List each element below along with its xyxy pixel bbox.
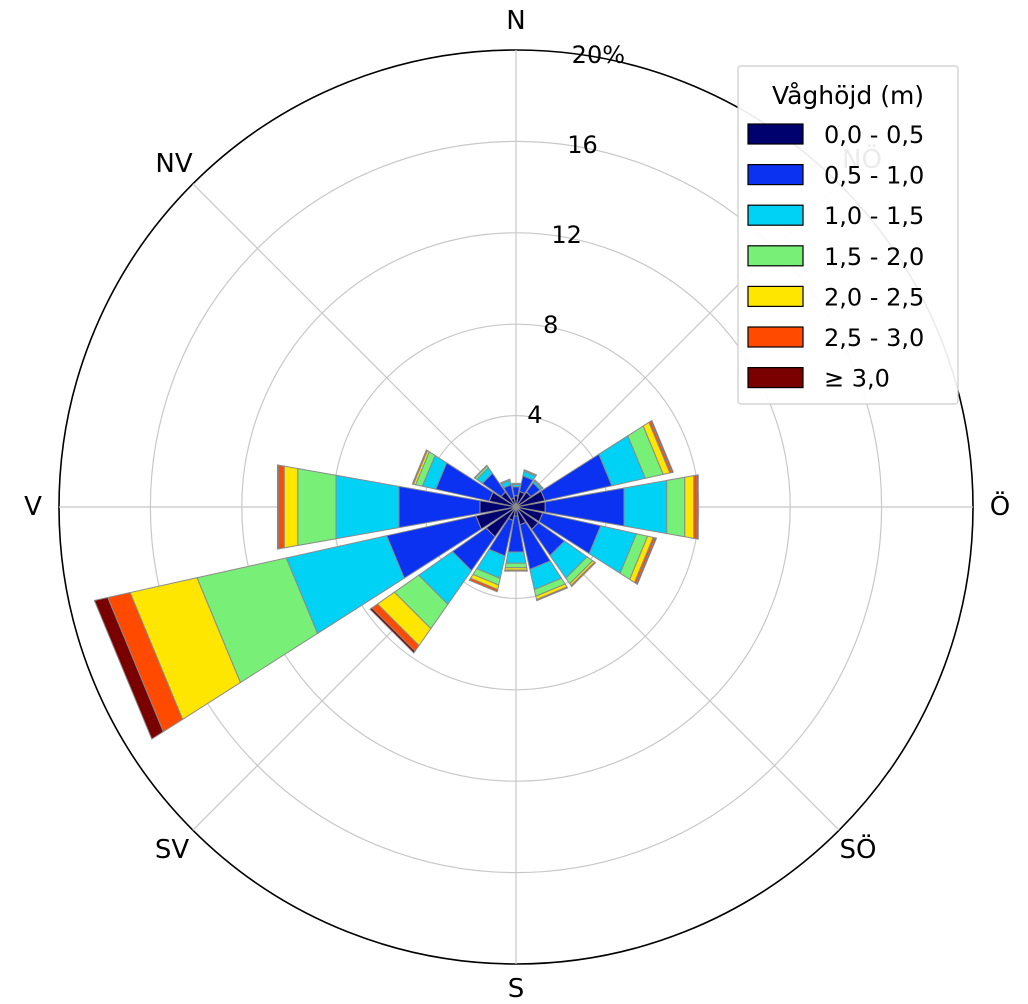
legend-label: ≥ 3,0 (824, 365, 890, 393)
radial-tick-label: 20% (572, 41, 625, 69)
rose-bar-segment (473, 464, 488, 479)
legend-swatch (747, 204, 804, 226)
radial-tick-label: 8 (543, 311, 558, 339)
rose-bar-segment (335, 474, 400, 540)
rose-bar-segment (504, 569, 528, 572)
rose-bar-segment (650, 419, 674, 473)
rose-bar-segment (504, 562, 528, 569)
direction-label-o: Ö (990, 490, 1010, 522)
rose-bar-segment (468, 577, 499, 593)
radial-tick-labels: 4 8 12 16 20% (527, 41, 625, 429)
rose-bar-segment (278, 464, 285, 550)
legend-label: 1,5 - 2,0 (824, 243, 924, 271)
rose-bar-segment (623, 479, 668, 535)
rose-bar-segment (696, 474, 699, 540)
legend-swatch (747, 245, 804, 267)
rose-bar-segment (666, 476, 686, 538)
radial-tick-label: 16 (567, 131, 598, 159)
rose-bar-segment (297, 467, 337, 547)
direction-label-nv: NV (155, 149, 192, 179)
rose-bar-segment (369, 607, 416, 654)
legend-title: Våghöjd (m) (772, 81, 924, 110)
rose-bar-segment (570, 561, 597, 588)
rose-bar-segment (505, 551, 527, 564)
rose-bar-segment (533, 479, 544, 490)
rose-bar-segment (535, 586, 569, 602)
legend-swatch (747, 123, 804, 145)
legend-swatch (747, 367, 804, 389)
rose-bar-segment (283, 465, 299, 549)
direction-label-s: S (508, 974, 525, 1004)
rose-bar-segment (511, 482, 521, 485)
legend-swatch (747, 285, 804, 307)
rose-bar-segment (276, 464, 280, 550)
rose-bar-segment (499, 478, 511, 485)
legend-label: 2,5 - 3,0 (824, 324, 924, 352)
direction-label-so: SÖ (840, 833, 877, 865)
legend: Våghöjd (m) 0,0 - 0,5 0,5 - 1,0 1,0 - 1,5 1… (737, 65, 959, 405)
legend-label: 1,0 - 1,5 (824, 202, 924, 230)
rose-bar-segment (693, 474, 698, 540)
direction-labels: NNÖÖSÖSSVVNV (24, 6, 1010, 1004)
rose-bar-segment (411, 449, 428, 485)
direction-label-sv: SV (155, 835, 190, 865)
rose-bar-segment (635, 537, 658, 586)
rose-bar-segment (93, 596, 164, 740)
rose-bar-segment (684, 475, 695, 539)
rose-bars (93, 419, 699, 740)
radial-tick-label: 4 (527, 401, 542, 429)
direction-label-n: N (506, 6, 525, 36)
legend-swatch (747, 164, 804, 186)
legend-box (737, 65, 959, 405)
legend-label: 0,5 - 1,0 (824, 162, 924, 190)
rose-bar-segment (523, 469, 538, 476)
direction-label-v: V (24, 492, 42, 522)
legend-label: 0,0 - 0,5 (824, 121, 924, 149)
legend-entries: 0,0 - 0,5 0,5 - 1,0 1,0 - 1,5 1,5 - 2,0 2,0 … (747, 121, 924, 393)
legend-swatch (747, 326, 804, 348)
legend-label: 2,0 - 2,5 (824, 283, 924, 311)
radial-tick-label: 12 (551, 221, 582, 249)
